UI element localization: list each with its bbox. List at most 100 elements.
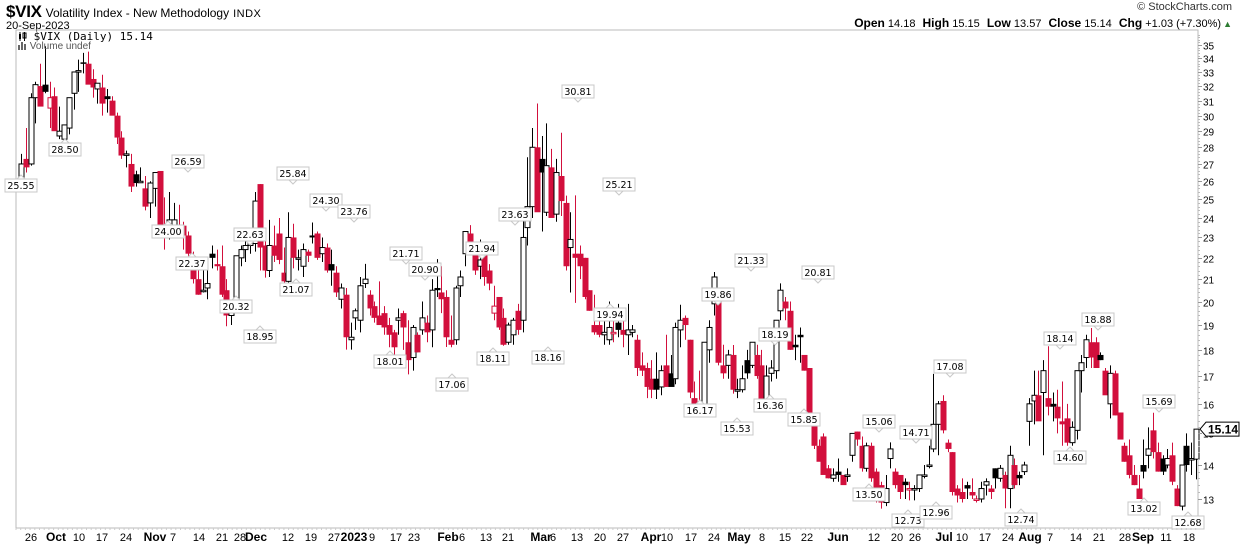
price-annotation: 23.76 bbox=[337, 204, 371, 223]
svg-text:16.36: 16.36 bbox=[756, 401, 783, 412]
triangle-up-icon: ▲ bbox=[1223, 19, 1232, 29]
price-annotation: 25.84 bbox=[276, 166, 310, 185]
close-value: 15.14 bbox=[1084, 18, 1112, 30]
high-label: High bbox=[922, 16, 950, 30]
svg-text:18.88: 18.88 bbox=[1084, 315, 1111, 326]
svg-text:20: 20 bbox=[1203, 299, 1215, 310]
svg-text:Aug: Aug bbox=[1018, 530, 1041, 544]
svg-text:15.69: 15.69 bbox=[1145, 397, 1172, 408]
volume-label: Volume undef bbox=[29, 41, 91, 52]
svg-text:15: 15 bbox=[779, 532, 791, 544]
svg-text:12.68: 12.68 bbox=[1174, 518, 1201, 529]
svg-text:15.53: 15.53 bbox=[723, 424, 750, 435]
svg-text:Feb: Feb bbox=[437, 530, 458, 544]
candles bbox=[18, 46, 1200, 511]
svg-text:20.81: 20.81 bbox=[804, 268, 831, 279]
svg-text:9: 9 bbox=[369, 532, 375, 544]
svg-text:19: 19 bbox=[305, 532, 317, 544]
svg-text:14: 14 bbox=[1070, 532, 1082, 544]
price-annotation: 17.08 bbox=[933, 359, 967, 378]
svg-text:12.73: 12.73 bbox=[894, 516, 921, 527]
price-annotation: 18.16 bbox=[531, 346, 565, 365]
svg-text:Mar: Mar bbox=[530, 530, 552, 544]
chart-date: 20-Sep-2023 bbox=[6, 20, 70, 32]
price-annotation: 28.50 bbox=[48, 138, 82, 157]
price-annotation: 24.00 bbox=[151, 220, 185, 239]
chart-title: $VIX Volatility Index - New Methodology IN… bbox=[6, 2, 261, 22]
price-annotation: 22.63 bbox=[233, 227, 267, 246]
svg-text:13.50: 13.50 bbox=[855, 490, 882, 501]
svg-text:18: 18 bbox=[1203, 347, 1215, 358]
svg-text:17: 17 bbox=[1203, 373, 1215, 384]
price-annotation: 14.71 bbox=[899, 425, 933, 444]
svg-text:16: 16 bbox=[1203, 401, 1215, 412]
price-annotation: 12.96 bbox=[919, 501, 953, 520]
svg-text:12: 12 bbox=[282, 532, 294, 544]
price-annotation: 14.60 bbox=[1053, 446, 1087, 465]
svg-text:23.63: 23.63 bbox=[501, 210, 528, 221]
price-annotation: 18.11 bbox=[476, 347, 510, 366]
volume-bars-icon bbox=[18, 41, 27, 50]
svg-text:24: 24 bbox=[1002, 532, 1014, 544]
svg-text:13: 13 bbox=[480, 532, 492, 544]
svg-text:15.14: 15.14 bbox=[1208, 423, 1238, 437]
svg-text:23: 23 bbox=[408, 532, 420, 544]
price-annotation: 18.19 bbox=[758, 327, 792, 346]
svg-text:24.30: 24.30 bbox=[312, 196, 339, 207]
price-annotation: 18.14 bbox=[1043, 331, 1077, 350]
last-value-tag: 15.14 bbox=[1199, 421, 1240, 437]
svg-text:Sep: Sep bbox=[1132, 530, 1154, 544]
exchange: INDX bbox=[233, 8, 262, 20]
svg-text:18.95: 18.95 bbox=[246, 332, 273, 343]
svg-text:13: 13 bbox=[1203, 496, 1215, 507]
price-annotation: 18.01 bbox=[373, 350, 407, 369]
svg-text:25.21: 25.21 bbox=[605, 180, 632, 191]
svg-text:19.86: 19.86 bbox=[704, 290, 731, 301]
svg-text:27: 27 bbox=[328, 532, 340, 544]
ohlc-summary: Open 14.18 High 15.15 Low 13.57 Close 15… bbox=[850, 16, 1232, 30]
volume-legend: Volume undef bbox=[18, 41, 91, 52]
svg-text:30.81: 30.81 bbox=[564, 87, 591, 98]
price-annotation: 25.55 bbox=[4, 174, 38, 193]
price-annotation: 20.81 bbox=[801, 265, 835, 284]
svg-text:32: 32 bbox=[1203, 83, 1215, 94]
svg-text:24: 24 bbox=[1203, 215, 1215, 226]
price-annotation: 15.85 bbox=[787, 408, 821, 427]
svg-text:12.96: 12.96 bbox=[922, 508, 949, 519]
svg-text:19.94: 19.94 bbox=[596, 310, 623, 321]
price-annotation: 17.06 bbox=[435, 373, 469, 392]
svg-text:15.85: 15.85 bbox=[790, 415, 817, 426]
svg-text:15.06: 15.06 bbox=[865, 417, 892, 428]
svg-text:34: 34 bbox=[1203, 55, 1215, 66]
low-value: 13.57 bbox=[1013, 18, 1042, 30]
svg-text:7: 7 bbox=[1047, 532, 1053, 544]
svg-text:8: 8 bbox=[759, 532, 765, 544]
svg-text:14: 14 bbox=[1203, 462, 1215, 473]
low-label: Low bbox=[986, 16, 1011, 30]
svg-text:10: 10 bbox=[956, 532, 968, 544]
close-label: Close bbox=[1048, 16, 1082, 30]
price-annotation: 15.69 bbox=[1142, 394, 1176, 413]
svg-text:18.16: 18.16 bbox=[534, 353, 561, 364]
svg-text:23: 23 bbox=[1203, 234, 1215, 245]
svg-text:29: 29 bbox=[1203, 128, 1215, 139]
svg-text:Jun: Jun bbox=[827, 530, 848, 544]
svg-text:21: 21 bbox=[502, 532, 514, 544]
svg-text:19: 19 bbox=[1203, 322, 1215, 333]
svg-text:21.94: 21.94 bbox=[468, 244, 495, 255]
svg-text:22.37: 22.37 bbox=[178, 259, 205, 270]
open-value: 14.18 bbox=[887, 18, 916, 30]
svg-text:30: 30 bbox=[1203, 113, 1215, 124]
price-annotation: 21.33 bbox=[734, 253, 768, 272]
svg-text:18.14: 18.14 bbox=[1046, 334, 1073, 345]
y-axis: 1314151617181920212223242526272829303132… bbox=[1198, 35, 1240, 507]
svg-text:21.07: 21.07 bbox=[282, 285, 309, 296]
svg-text:17: 17 bbox=[96, 532, 108, 544]
chg-value: +1.03 (+7.30%) bbox=[1145, 18, 1222, 30]
svg-text:13: 13 bbox=[571, 532, 583, 544]
svg-text:21: 21 bbox=[1203, 276, 1215, 287]
svg-text:24: 24 bbox=[120, 532, 132, 544]
svg-text:27: 27 bbox=[617, 532, 629, 544]
svg-text:21.71: 21.71 bbox=[392, 249, 419, 260]
